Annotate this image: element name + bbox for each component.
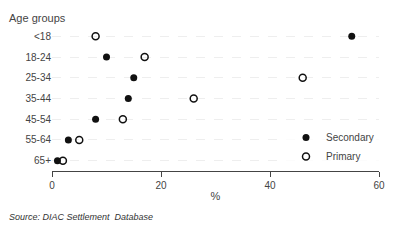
svg-text:%: %: [211, 190, 221, 202]
svg-text:65+: 65+: [34, 155, 51, 166]
svg-text:Age groups: Age groups: [9, 12, 66, 24]
svg-text:35-44: 35-44: [25, 93, 51, 104]
svg-text:18-24: 18-24: [25, 52, 51, 63]
svg-text:40: 40: [264, 180, 276, 191]
svg-text:Primary: Primary: [326, 151, 360, 162]
svg-text:Source: DIAC Settlement Datab: Source: DIAC Settlement Database: [9, 212, 153, 222]
svg-text:45-54: 45-54: [25, 114, 51, 125]
svg-text:<18: <18: [34, 31, 51, 42]
svg-text:0: 0: [49, 180, 55, 191]
svg-text:25-34: 25-34: [25, 72, 51, 83]
svg-text:55-64: 55-64: [25, 134, 51, 145]
svg-text:Secondary: Secondary: [326, 132, 374, 143]
svg-text:20: 20: [155, 180, 167, 191]
svg-text:60: 60: [373, 180, 385, 191]
